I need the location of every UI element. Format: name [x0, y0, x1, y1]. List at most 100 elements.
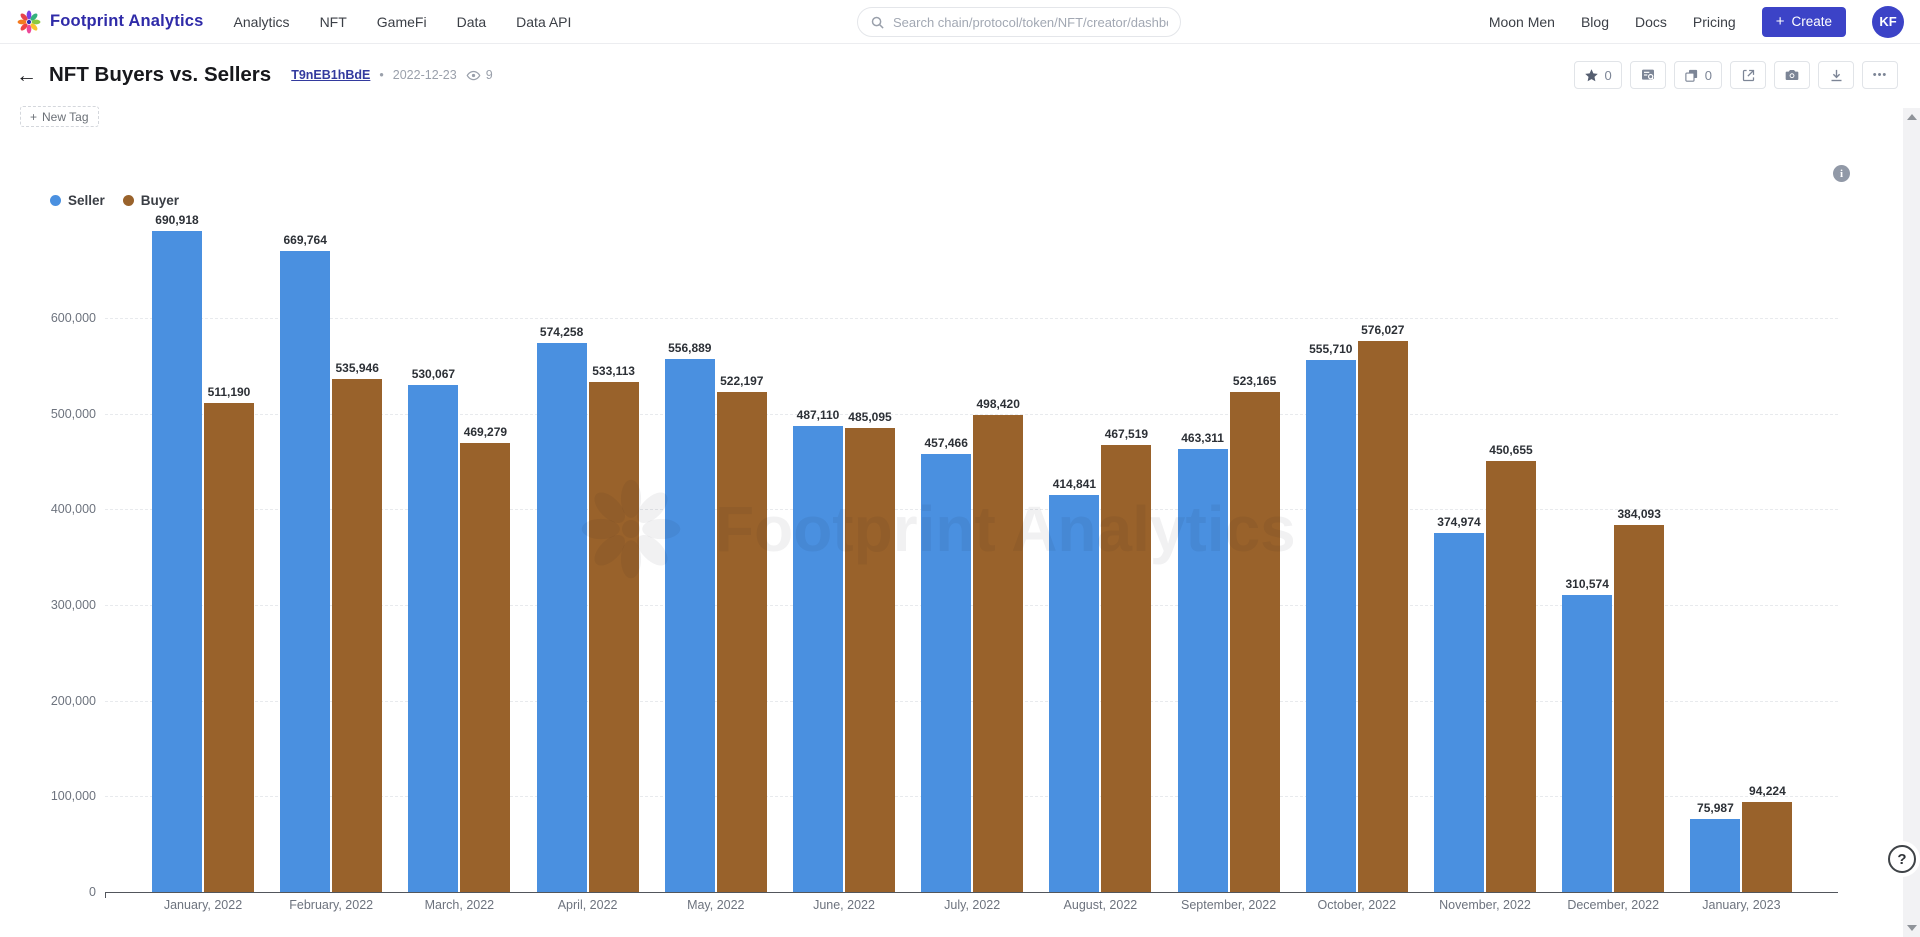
camera-icon: [1785, 70, 1799, 80]
dashboard-toolbar: 0 0: [1573, 61, 1898, 89]
nav-item-nft[interactable]: NFT: [319, 13, 347, 30]
search-box[interactable]: [857, 7, 1181, 37]
meta-separator: •: [379, 68, 384, 82]
more-button[interactable]: •••: [1862, 61, 1898, 89]
bar-buyer[interactable]: [1101, 444, 1152, 892]
bar-seller[interactable]: [408, 384, 459, 892]
bar-value-label: 384,093: [1617, 506, 1661, 521]
bar-value-label: 576,027: [1361, 322, 1405, 337]
creator-tag-link[interactable]: T9nEB1hBdE: [291, 68, 371, 82]
bar-buyer[interactable]: [204, 402, 254, 892]
bar-value-label: 511,190: [207, 384, 251, 399]
footprint-logo[interactable]: Footprint Analytics: [16, 9, 204, 35]
x-axis-label: April, 2022: [557, 898, 618, 912]
vertical-scrollbar[interactable]: [1903, 108, 1920, 937]
download-button[interactable]: [1818, 61, 1854, 89]
search-input[interactable]: [893, 14, 1168, 30]
bar-value-label: 498,420: [976, 397, 1020, 412]
bar-buyer[interactable]: [973, 415, 1024, 892]
bar-buyer[interactable]: [1742, 801, 1793, 892]
nav-item-gamefi[interactable]: GameFi: [376, 13, 427, 30]
bar-seller[interactable]: [793, 425, 843, 892]
nav-item-data-api[interactable]: Data API: [516, 13, 572, 30]
bar-value-label: 522,197: [720, 374, 764, 389]
dashboard-date: 2022-12-23: [392, 68, 457, 82]
bar-value-label: 310,574: [1565, 576, 1609, 591]
scroll-up-icon[interactable]: [1906, 114, 1917, 120]
nav-item-pricing[interactable]: Pricing: [1692, 13, 1736, 30]
bar-seller[interactable]: [1690, 819, 1741, 892]
y-axis-label: 300,000: [50, 598, 96, 612]
bar-buyer[interactable]: [460, 443, 511, 892]
gridline: [105, 605, 1838, 606]
copy-button[interactable]: 0: [1673, 61, 1722, 89]
bar-value-label: 555,710: [1309, 342, 1353, 357]
external-link-icon: [1742, 69, 1754, 81]
bar-value-label: 414,841: [1052, 477, 1097, 492]
star-icon: [1584, 68, 1598, 81]
seller-legend-dot: [50, 195, 61, 206]
open-external-button[interactable]: [1730, 61, 1766, 89]
info-icon[interactable]: i: [1833, 165, 1850, 182]
bar-seller[interactable]: [536, 342, 587, 892]
brand-name: Footprint Analytics: [50, 12, 204, 30]
bar-value-label: 530,067: [411, 366, 456, 381]
help-button[interactable]: ?: [1888, 845, 1916, 873]
search-icon: [871, 16, 884, 29]
buyer-legend-dot: [122, 195, 134, 206]
bar-value-label: 669,764: [283, 233, 327, 248]
bar-seller[interactable]: [1049, 495, 1100, 892]
back-arrow-icon[interactable]: ←: [16, 63, 37, 87]
query-report-button[interactable]: [1629, 61, 1666, 89]
nav-item-analytics[interactable]: Analytics: [233, 13, 290, 30]
bar-buyer[interactable]: [845, 427, 895, 892]
bar-value-label: 463,311: [1181, 430, 1224, 445]
copy-icon: [1685, 69, 1697, 82]
main-nav: Analytics NFT GameFi Data Data API: [234, 14, 572, 30]
bar-value-label: 690,918: [155, 213, 199, 228]
legend-item-seller[interactable]: Seller: [50, 193, 105, 208]
create-button-label: Create: [1791, 14, 1832, 29]
screenshot-button[interactable]: [1774, 61, 1810, 89]
nav-item-data[interactable]: Data: [456, 13, 487, 30]
gridline: [105, 796, 1838, 798]
bar-seller[interactable]: [1562, 594, 1613, 892]
bar-seller[interactable]: [280, 251, 331, 892]
bar-buyer[interactable]: [716, 392, 767, 892]
bar-value-label: 374,974: [1437, 515, 1481, 530]
bar-buyer[interactable]: [1486, 460, 1536, 892]
bar-value-label: 94,224: [1749, 783, 1786, 798]
bar-value-label: 457,466: [924, 436, 968, 451]
legend-item-buyer[interactable]: Buyer: [122, 193, 179, 208]
nav-item-moon-men[interactable]: Moon Men: [1488, 13, 1555, 30]
bar-seller[interactable]: [1434, 533, 1484, 892]
view-counter: 9: [466, 68, 493, 83]
bar-buyer[interactable]: [1229, 391, 1280, 892]
bar-seller[interactable]: [152, 231, 202, 892]
x-axis-label: May, 2022: [687, 898, 745, 912]
gridline: [105, 509, 1838, 511]
bar-seller[interactable]: [664, 359, 715, 892]
new-tag-button[interactable]: + New Tag: [20, 106, 99, 127]
bar-buyer[interactable]: [1614, 524, 1665, 892]
scroll-down-icon[interactable]: [1906, 925, 1917, 931]
bar-seller[interactable]: [921, 454, 972, 892]
footprint-logo-icon: [17, 10, 41, 33]
bar-seller[interactable]: [1177, 448, 1228, 892]
avatar[interactable]: KF: [1872, 5, 1904, 38]
bar-buyer[interactable]: [588, 381, 639, 892]
nav-item-docs[interactable]: Docs: [1635, 13, 1667, 30]
bar-buyer[interactable]: [1357, 340, 1408, 892]
bar-value-label: 450,655: [1489, 442, 1533, 457]
gridline: [105, 700, 1838, 702]
star-count: 0: [1604, 67, 1612, 83]
bar-seller[interactable]: [1305, 360, 1356, 892]
star-button[interactable]: 0: [1573, 61, 1622, 89]
view-count: 9: [485, 68, 493, 82]
bar-value-label: 485,095: [848, 409, 892, 424]
plus-icon: +: [30, 109, 38, 124]
bar-buyer[interactable]: [332, 379, 383, 892]
nav-item-blog[interactable]: Blog: [1580, 13, 1609, 30]
x-axis-label: December, 2022: [1567, 898, 1660, 912]
create-button[interactable]: + Create: [1761, 6, 1846, 37]
